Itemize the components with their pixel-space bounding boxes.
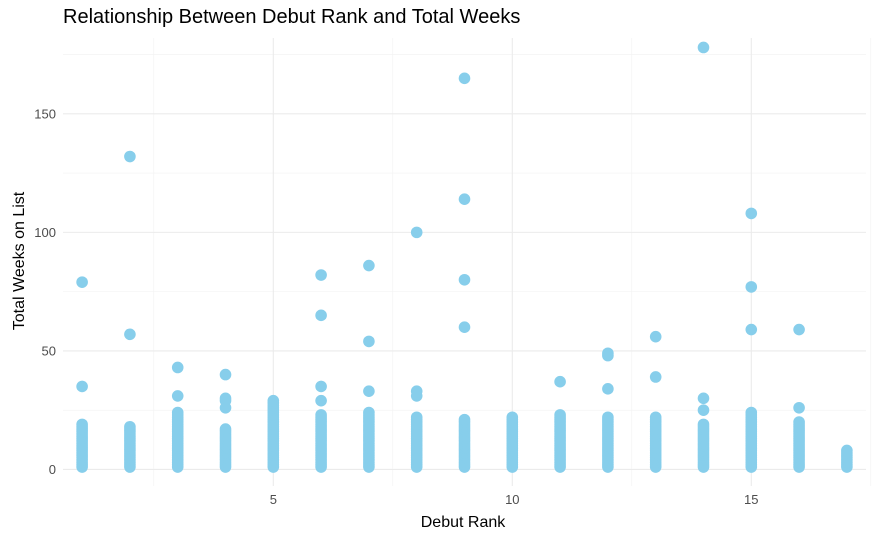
data-point	[76, 418, 88, 431]
data-point	[124, 420, 136, 433]
data-point	[267, 394, 280, 407]
x-tick-label: 5	[270, 492, 277, 507]
data-point	[410, 385, 423, 397]
data-point	[602, 383, 614, 395]
data-point	[745, 323, 758, 336]
data-point	[793, 416, 805, 428]
data-point	[363, 406, 375, 419]
data-point	[410, 411, 423, 424]
y-tick-label: 150	[34, 106, 56, 121]
y-axis-label: Total Weeks on List	[11, 191, 28, 330]
data-point	[649, 411, 662, 424]
data-point	[124, 150, 136, 163]
data-point	[649, 371, 662, 383]
data-point	[315, 409, 327, 421]
data-point	[697, 418, 710, 431]
data-point	[76, 380, 88, 393]
data-point	[697, 392, 710, 405]
data-point	[697, 41, 710, 54]
data-point	[697, 404, 710, 416]
data-point	[458, 413, 471, 426]
data-point	[458, 273, 471, 286]
data-point	[410, 226, 423, 239]
data-point	[841, 444, 853, 457]
data-point	[315, 394, 327, 407]
data-point	[315, 309, 327, 322]
data-point	[745, 207, 758, 220]
data-point	[171, 406, 184, 419]
data-point	[315, 380, 327, 393]
data-point	[793, 401, 805, 414]
data-points	[76, 41, 853, 473]
data-point	[219, 423, 232, 435]
data-point	[219, 368, 232, 381]
y-tick-label: 50	[42, 343, 56, 358]
y-tick-label: 100	[34, 225, 56, 240]
data-point	[363, 259, 375, 272]
data-point	[363, 335, 375, 348]
data-point	[458, 72, 471, 85]
data-point	[171, 361, 184, 374]
data-point	[458, 321, 471, 333]
data-point	[554, 409, 566, 421]
data-point	[315, 269, 327, 281]
x-tick-label: 10	[505, 492, 519, 507]
data-point	[745, 406, 758, 419]
data-point	[219, 392, 232, 405]
x-axis-label: Debut Rank	[421, 514, 506, 531]
data-point	[506, 411, 519, 424]
data-point	[363, 385, 375, 397]
data-point	[171, 390, 184, 402]
data-point	[649, 330, 662, 343]
data-point	[458, 193, 471, 205]
data-point	[745, 281, 758, 293]
data-point	[793, 323, 805, 336]
chart-title: Relationship Between Debut Rank and Tota…	[63, 6, 521, 28]
data-point	[76, 276, 88, 288]
y-tick-label: 0	[49, 462, 56, 477]
data-point	[602, 347, 614, 360]
x-tick-label: 15	[744, 492, 758, 507]
data-point	[602, 411, 614, 424]
data-point	[554, 375, 566, 388]
data-point	[124, 328, 136, 341]
